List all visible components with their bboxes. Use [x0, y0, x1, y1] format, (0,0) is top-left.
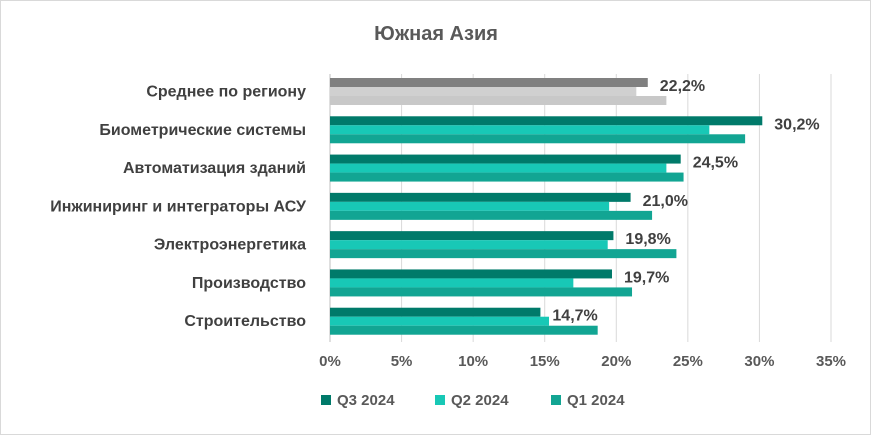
bar-q1-2024 [330, 325, 598, 335]
data-label: 24,5% [693, 155, 738, 172]
legend-swatch [321, 395, 331, 405]
category-label: Инжиниринг и интеграторы АСУ [50, 198, 307, 215]
category-label: Электроэнергетика [154, 237, 306, 254]
bar-q1-2024 [330, 287, 633, 297]
x-tick-label: 25% [673, 353, 703, 370]
bar-q1-2024 [330, 134, 746, 144]
data-label: 14,7% [552, 308, 597, 325]
category-label: Среднее по региону [146, 84, 306, 101]
bar-q3-2024 [330, 231, 614, 241]
legend-label: Q1 2024 [567, 392, 625, 409]
data-label: 30,2% [774, 116, 819, 133]
x-tick-label: 10% [458, 353, 488, 370]
bar-q2-2024 [330, 163, 667, 173]
data-label: 21,0% [643, 193, 688, 210]
x-tick-label: 5% [391, 353, 413, 370]
legend-label: Q2 2024 [451, 392, 509, 409]
category-label: Производство [192, 275, 306, 292]
bar-q1-2024 [330, 96, 667, 105]
x-tick-label: 20% [601, 353, 631, 370]
data-label: 19,8% [625, 231, 670, 248]
data-labels: 22,2% 30,2% 24,5% 21,0% 19,8% 19,7% 14,7% [552, 78, 819, 325]
bar-q3-2024 [330, 116, 763, 126]
legend-swatch [435, 395, 445, 405]
bars [330, 78, 763, 335]
bar-q2-2024 [330, 316, 550, 326]
legend: Q3 2024 Q2 2024 Q1 2024 [321, 392, 625, 409]
bar-q2-2024 [330, 278, 574, 288]
x-tick-label: 0% [319, 353, 341, 370]
data-label: 19,7% [624, 269, 669, 286]
bar-q3-2024 [330, 78, 648, 87]
bar-q2-2024 [330, 125, 710, 135]
x-tick-label: 30% [744, 353, 774, 370]
legend-label: Q3 2024 [337, 392, 395, 409]
bar-q2-2024 [330, 201, 610, 211]
bar-q3-2024 [330, 192, 631, 202]
x-tick-label: 35% [816, 353, 846, 370]
x-axis-tick-labels: 0% 5% 10% 15% 20% 25% 30% 35% [319, 353, 846, 370]
bar-q1-2024 [330, 172, 684, 182]
bar-q2-2024 [330, 240, 608, 250]
data-label: 22,2% [660, 78, 705, 95]
bar-q2-2024 [330, 87, 637, 96]
category-labels: Среднее по региону Биометрические системы… [50, 84, 307, 331]
chart-title: Южная Азия [374, 23, 498, 45]
bar-q1-2024 [330, 249, 677, 259]
category-label: Автоматизация зданий [123, 160, 306, 177]
legend-swatch [551, 395, 561, 405]
x-tick-label: 15% [530, 353, 560, 370]
bar-q3-2024 [330, 269, 612, 279]
category-label: Биометрические системы [99, 122, 306, 139]
category-label: Строительство [184, 313, 306, 330]
bar-q3-2024 [330, 307, 541, 317]
bar-q3-2024 [330, 154, 681, 164]
bar-q1-2024 [330, 210, 653, 220]
